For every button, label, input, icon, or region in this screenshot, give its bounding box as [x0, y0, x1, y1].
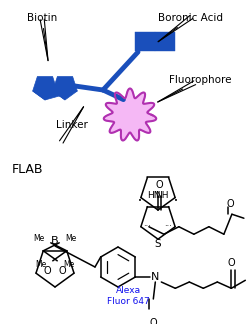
Text: O: O	[155, 180, 163, 190]
Text: O: O	[150, 318, 157, 324]
Text: •: •	[138, 198, 142, 203]
FancyBboxPatch shape	[135, 32, 155, 51]
Text: N: N	[151, 272, 159, 282]
Text: Fluorophore: Fluorophore	[158, 75, 231, 102]
FancyBboxPatch shape	[155, 32, 175, 51]
Text: Me: Me	[33, 234, 45, 243]
Text: B: B	[51, 236, 59, 246]
Text: HN: HN	[148, 191, 161, 200]
Text: Biotin: Biotin	[27, 13, 57, 61]
Text: O: O	[226, 199, 234, 209]
Text: FLAB: FLAB	[12, 163, 43, 176]
Text: Alexa
Fluor 647: Alexa Fluor 647	[107, 286, 149, 306]
Text: S: S	[155, 239, 161, 249]
Text: NH: NH	[247, 212, 248, 221]
Text: Me: Me	[65, 234, 76, 243]
Text: Me: Me	[63, 260, 74, 269]
Polygon shape	[33, 91, 77, 100]
Text: O: O	[44, 266, 52, 276]
Text: Linker: Linker	[56, 107, 88, 143]
Text: Me: Me	[35, 260, 47, 269]
Text: O: O	[227, 258, 235, 268]
Text: O: O	[58, 266, 66, 276]
Text: •: •	[174, 198, 178, 203]
Text: ···: ···	[164, 222, 172, 231]
Text: Boronic Acid: Boronic Acid	[157, 13, 222, 42]
Polygon shape	[33, 76, 77, 100]
Text: ···: ···	[143, 222, 151, 231]
Text: NH: NH	[155, 191, 168, 200]
Polygon shape	[104, 88, 156, 141]
